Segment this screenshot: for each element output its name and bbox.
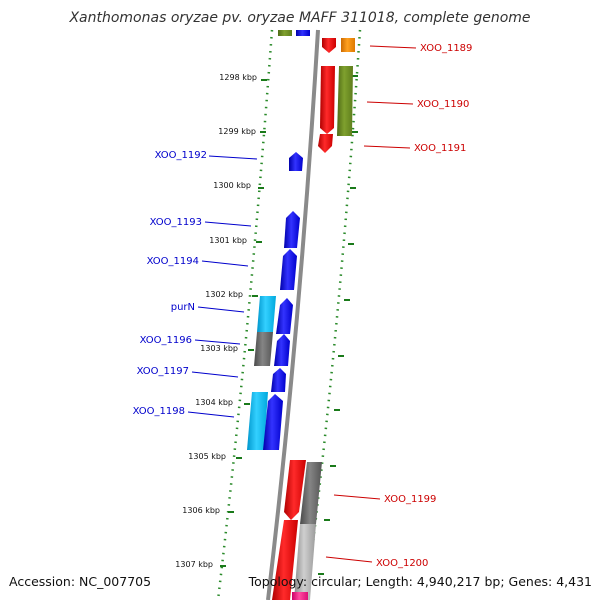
- map-title: Xanthomonas oryzae pv. oryzae MAFF 31101…: [69, 10, 531, 26]
- cog-block-cyan: [247, 392, 268, 450]
- cog-block-gray: [254, 332, 273, 366]
- tick-label: 1306 kbp: [182, 506, 220, 515]
- gene-arrow-xoo-1189: [322, 38, 336, 53]
- cog-block-pink: [292, 592, 308, 600]
- cog-blocks-reverse: [292, 38, 355, 600]
- gene-arrow-xoo-1198: [263, 394, 283, 450]
- gene-label-xoo-1196[interactable]: XOO_1196: [140, 335, 192, 346]
- gene-label-xoo-1191[interactable]: XOO_1191: [414, 143, 466, 154]
- label-leader-lines: [187, 45, 417, 563]
- gene-arrow-xoo-1193: [284, 211, 300, 248]
- gene-label-purn[interactable]: purN: [171, 302, 195, 313]
- gene-label-xoo-1199[interactable]: XOO_1199: [384, 494, 436, 505]
- gene-arrow-purn: [276, 298, 293, 334]
- gene-label-xoo-1194[interactable]: XOO_1194: [147, 256, 199, 267]
- genome-backbone: [266, 29, 320, 600]
- cog-block-lightgray: [294, 524, 316, 600]
- cog-blocks-forward: [247, 30, 292, 450]
- tick-label: 1298 kbp: [219, 73, 257, 82]
- gene-arrow-xoo-1196: [274, 334, 290, 366]
- gene-arrow-xoo-1197: [271, 368, 286, 392]
- cog-block-gray: [300, 462, 322, 524]
- gene-arrow-partial: [296, 30, 310, 36]
- gene-arrow-xoo-1200: [272, 520, 298, 600]
- tick-label: 1301 kbp: [209, 236, 247, 245]
- cog-block-cyan: [257, 296, 276, 332]
- cog-block-olive: [278, 30, 292, 36]
- gene-label-xoo-1189[interactable]: XOO_1189: [420, 43, 472, 54]
- topology-text: Topology: circular; Length: 4,940,217 bp…: [248, 574, 592, 589]
- tick-marks-inner: [220, 79, 267, 567]
- gene-label-xoo-1192[interactable]: XOO_1192: [155, 150, 207, 161]
- reverse-genes: [272, 38, 336, 600]
- cog-block-orange: [341, 38, 355, 52]
- forward-genes: [263, 30, 310, 450]
- tick-label: 1307 kbp: [175, 560, 213, 569]
- gene-label-xoo-1193[interactable]: XOO_1193: [150, 217, 202, 228]
- tick-label: 1302 kbp: [205, 290, 243, 299]
- tick-label: 1300 kbp: [213, 181, 251, 190]
- gene-arrow-xoo-1192: [289, 152, 303, 171]
- gene-label-xoo-1198[interactable]: XOO_1198: [133, 406, 185, 417]
- tick-label: 1304 kbp: [195, 398, 233, 407]
- gene-label-xoo-1197[interactable]: XOO_1197: [137, 366, 189, 377]
- tick-label: 1303 kbp: [200, 344, 238, 353]
- gene-arrow-xoo-1190: [320, 66, 335, 134]
- gene-arrow-xoo-1199: [284, 460, 306, 520]
- tick-marks-outer: [318, 75, 358, 575]
- accession-text: Accession: NC_007705: [9, 574, 152, 589]
- gene-arrow-xoo-1194: [280, 249, 297, 290]
- tick-label: 1305 kbp: [188, 452, 226, 461]
- gene-label-xoo-1190[interactable]: XOO_1190: [417, 99, 469, 110]
- tick-label: 1299 kbp: [218, 127, 256, 136]
- gene-labels: XOO_1189 XOO_1190 XOO_1191 XOO_1192 XOO_…: [133, 43, 473, 569]
- kbp-labels: 1298 kbp 1299 kbp 1300 kbp 1301 kbp 1302…: [175, 73, 257, 569]
- gene-label-xoo-1200[interactable]: XOO_1200: [376, 558, 428, 569]
- gene-arrow-xoo-1191: [318, 134, 333, 153]
- cog-block-olive: [337, 66, 353, 136]
